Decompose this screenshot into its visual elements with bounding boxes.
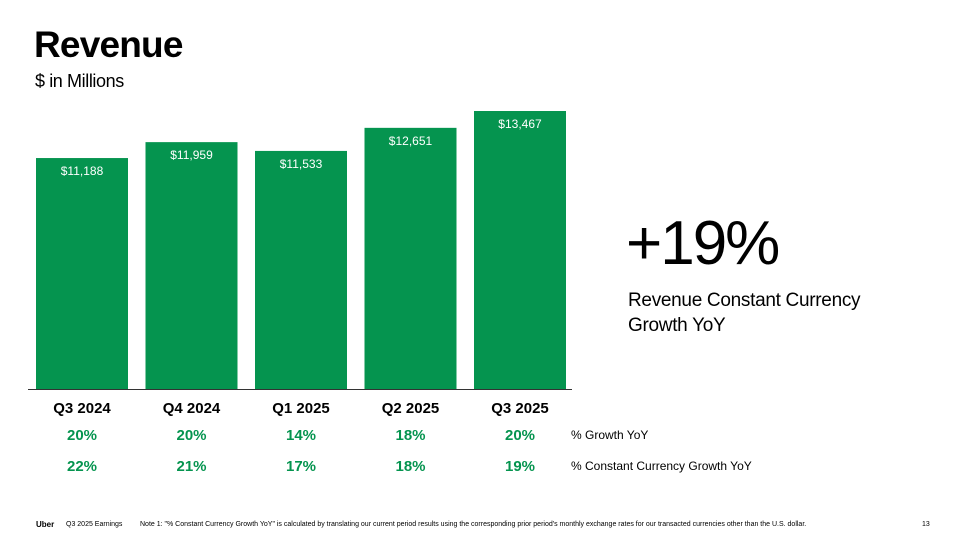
bar-q1-2025 <box>255 150 347 389</box>
cc-growth-yoy-row-label: % Constant Currency Growth YoY <box>571 459 752 473</box>
bar-q2-2025 <box>364 127 457 389</box>
revenue-bar-chart: $11,188 Q3 2024 20% 22% $11,959 Q4 2024 20% 21%… <box>28 111 752 475</box>
cc-growth-yoy-value: 22% <box>67 458 97 475</box>
growth-yoy-value: 20% <box>176 427 206 444</box>
page-subtitle: $ in Millions <box>35 71 124 91</box>
x-tick-label: Q2 2025 <box>382 400 440 417</box>
page-title: Revenue <box>34 24 183 65</box>
cc-growth-yoy-value: 19% <box>505 458 535 475</box>
cc-growth-yoy-value: 21% <box>176 458 206 475</box>
growth-yoy-value: 18% <box>395 427 425 444</box>
growth-yoy-value: 14% <box>286 427 316 444</box>
kpi-value: +19% <box>626 209 780 278</box>
kpi-label: Revenue Constant Currency Growth YoY <box>628 290 861 336</box>
cc-growth-yoy-value: 18% <box>395 458 425 475</box>
bar-value-label: $11,533 <box>280 157 323 171</box>
growth-yoy-value: 20% <box>505 427 535 444</box>
bar-value-label: $12,651 <box>389 134 433 148</box>
bar-q4-2024 <box>145 142 238 389</box>
x-tick-label: Q4 2024 <box>163 400 221 417</box>
x-tick-label: Q3 2025 <box>491 400 549 417</box>
page-number: 13 <box>922 521 930 528</box>
bar-value-label: $13,467 <box>498 117 542 131</box>
footer-period: Q3 2025 Earnings <box>66 521 123 528</box>
footer: Uber Q3 2025 Earnings Note 1: "% Constan… <box>0 520 968 534</box>
bar-q3-2024 <box>36 158 128 389</box>
bar-value-label: $11,959 <box>170 148 213 162</box>
bar-q3-2025 <box>474 111 566 390</box>
x-tick-label: Q3 2024 <box>53 400 111 417</box>
cc-growth-yoy-value: 17% <box>286 458 316 475</box>
bar-value-label: $11,188 <box>61 164 104 178</box>
footer-note: Note 1: "% Constant Currency Growth YoY"… <box>140 521 807 528</box>
x-tick-label: Q1 2025 <box>272 400 330 417</box>
growth-yoy-value: 20% <box>67 427 97 444</box>
footer-brand: Uber <box>36 520 55 529</box>
growth-yoy-row-label: % Growth YoY <box>571 428 648 442</box>
